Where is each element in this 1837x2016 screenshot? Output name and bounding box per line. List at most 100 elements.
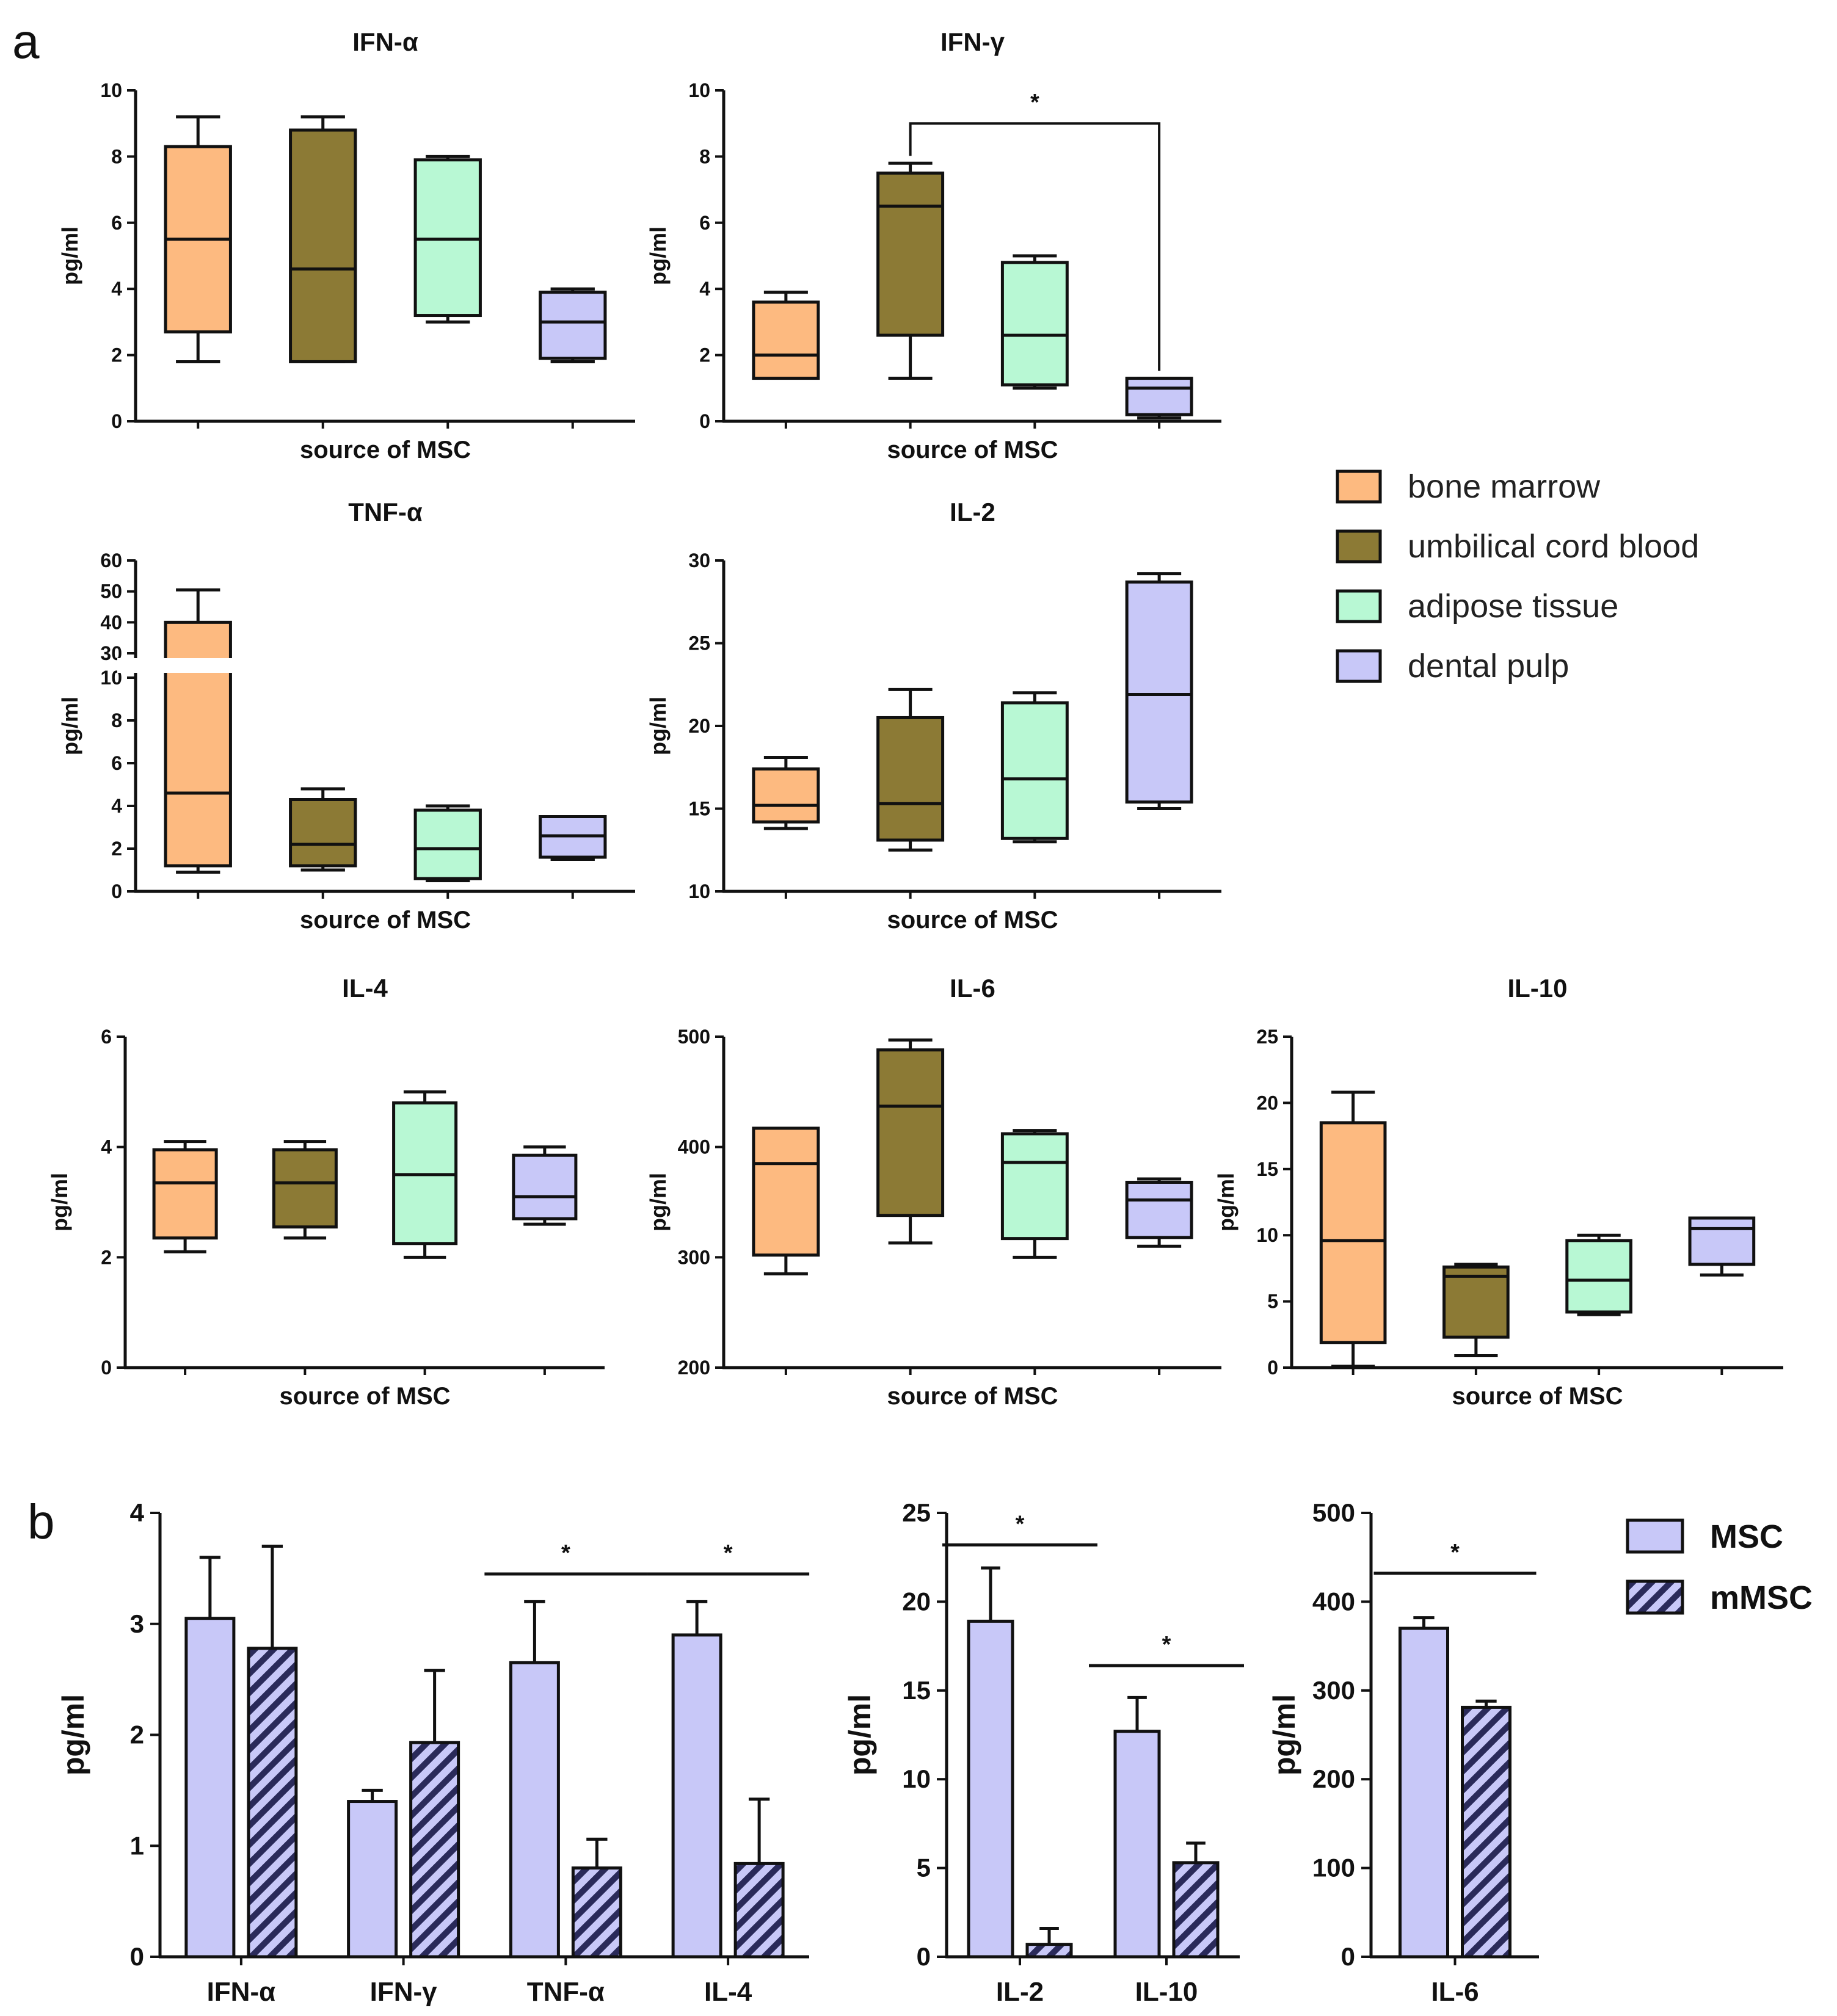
box-body	[1125, 1180, 1193, 1239]
category-label: IFN-γ	[370, 1977, 438, 2007]
y-tick-label: 20	[902, 1587, 931, 1615]
y-tick-label: 20	[688, 715, 710, 737]
y-tick-label: 10	[688, 880, 710, 902]
plot-title: IL-2	[950, 498, 995, 526]
plot-title: IFN-α	[352, 27, 418, 56]
y-tick-label: 50	[100, 581, 122, 603]
bar-mmsc	[1172, 1841, 1220, 1959]
y-tick-label: 2	[101, 1246, 112, 1268]
bar-mmsc	[733, 1797, 785, 1959]
box-dental-pulp	[1125, 1177, 1193, 1248]
y-tick-label: 200	[1312, 1764, 1355, 1793]
legend-label-mmsc: mMSC	[1710, 1579, 1813, 1616]
box-plot-il-10: IL-10 pg/ml source of MSC 0 5 10 15 20 25	[1213, 974, 1783, 1410]
box-umbilical-cord-blood	[272, 1140, 338, 1240]
y-tick-label: 0	[111, 880, 122, 902]
x-axis-label: source of MSC	[887, 907, 1058, 934]
x-axis-label: source of MSC	[279, 1383, 450, 1410]
y-tick-label: 8	[111, 709, 122, 731]
y-tick-label: 2	[130, 1720, 144, 1749]
bar-mmsc	[247, 1545, 298, 1959]
box-plot-ifn-gamma: IFN-γ pg/ml source of MSC 0 2 4 6 8 10 *	[646, 27, 1221, 463]
category-label: IL-2	[996, 1977, 1044, 2007]
box-body	[1000, 261, 1069, 386]
box-umbilical-cord-blood	[876, 687, 945, 852]
y-tick-label: 0	[1341, 1942, 1355, 1971]
bar-body	[247, 1647, 298, 1959]
axis-break	[117, 658, 267, 673]
box-body	[1442, 1265, 1510, 1339]
significance-marker: *	[561, 1540, 570, 1566]
box-adipose-tissue	[1565, 1233, 1632, 1316]
box-adipose-tissue	[392, 1090, 458, 1259]
category-label: IL-4	[704, 1977, 752, 2007]
y-tick-label: 10	[688, 79, 710, 101]
legend-swatch-msc	[1626, 1518, 1684, 1554]
box-bone-marrow	[164, 588, 232, 874]
legend-swatch-adipose-tissue	[1336, 589, 1382, 623]
legend-label-umbilical-cord-blood: umbilical cord blood	[1408, 528, 1699, 565]
y-tick-label: 5	[917, 1854, 931, 1882]
box-bone-marrow	[752, 291, 820, 380]
bar-body	[571, 1866, 622, 1959]
x-axis-label: source of MSC	[887, 437, 1058, 463]
x-axis-label: source of MSC	[887, 1383, 1058, 1410]
y-axis-label: pg/ml	[1267, 1694, 1301, 1775]
box-umbilical-cord-blood	[876, 1038, 945, 1245]
box-body	[752, 767, 820, 824]
box-body	[413, 808, 482, 880]
box-adipose-tissue	[1000, 691, 1069, 844]
box-body	[1565, 1239, 1632, 1314]
box-adipose-tissue	[1000, 254, 1069, 390]
box-body	[1000, 1132, 1069, 1241]
x-axis-label: source of MSC	[300, 437, 471, 463]
box-body	[876, 716, 945, 842]
legend-label-dental-pulp: dental pulp	[1408, 648, 1569, 684]
y-tick-label: 4	[111, 278, 122, 300]
x-axis-label: source of MSC	[300, 907, 471, 934]
y-axis-label: pg/ml	[1213, 1173, 1239, 1231]
y-tick-label: 200	[678, 1357, 710, 1379]
y-tick-label: 0	[917, 1942, 931, 1971]
y-tick-label: 300	[678, 1246, 710, 1268]
x-axis-label: source of MSC	[1452, 1383, 1623, 1410]
box-bone-marrow	[1319, 1090, 1387, 1368]
bar-msc	[1399, 1616, 1449, 1959]
box-dental-pulp	[539, 815, 607, 861]
y-tick-label: 500	[1312, 1498, 1355, 1527]
y-tick-label: 6	[101, 1026, 112, 1048]
legend-treatment: MSC mMSC	[1626, 1518, 1813, 1616]
y-tick-label: 100	[1312, 1854, 1355, 1882]
y-tick-label: 500	[678, 1026, 710, 1048]
y-tick-label: 40	[100, 611, 122, 633]
y-tick-label: 6	[111, 752, 122, 774]
y-tick-label: 60	[100, 549, 122, 571]
bar-msc	[967, 1566, 1014, 1959]
y-axis-label: pg/ml	[646, 697, 671, 755]
y-tick-label: 8	[111, 145, 122, 167]
box-plot-ifn-alpha: IFN-α pg/ml source of MSC 0 2 4 6 8 10	[57, 27, 635, 463]
plot-title: IL-4	[342, 974, 388, 1003]
y-tick-label: 10	[902, 1764, 931, 1793]
box-body	[272, 1148, 338, 1229]
y-axis-label: pg/ml	[57, 697, 82, 755]
y-tick-label: 0	[699, 410, 710, 432]
y-axis-label: pg/ml	[843, 1694, 877, 1775]
bar-body	[409, 1741, 460, 1959]
box-body	[876, 172, 945, 337]
legend-label-bone-marrow: bone marrow	[1408, 468, 1601, 505]
box-adipose-tissue	[413, 154, 482, 324]
box-body	[876, 1048, 945, 1217]
bar-msc	[509, 1600, 560, 1959]
y-tick-label: 6	[699, 212, 710, 234]
box-adipose-tissue	[1000, 1129, 1069, 1259]
significance-marker: *	[1016, 1511, 1025, 1537]
box-umbilical-cord-blood	[289, 787, 357, 872]
y-tick-label: 20	[1256, 1092, 1278, 1114]
box-dental-pulp	[1125, 572, 1193, 810]
legend-swatch-umbilical-cord-blood	[1336, 529, 1382, 564]
bar-body	[1025, 1943, 1073, 1959]
y-tick-label: 10	[1256, 1224, 1278, 1246]
y-tick-label: 1	[130, 1831, 144, 1860]
